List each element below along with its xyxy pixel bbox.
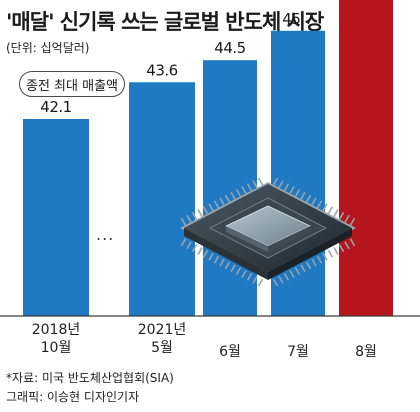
- bar-2: [129, 82, 195, 316]
- bar-1: [23, 119, 89, 316]
- chart-title: '매달' 신기록 쓰는 글로벌 반도체 시장: [6, 10, 324, 34]
- ellipsis-gap-marker: ...: [96, 225, 115, 244]
- cpu-chip-icon: [180, 177, 356, 287]
- source-note: *자료: 미국 반도체산업협회(SIA): [6, 371, 174, 385]
- x-tick-label-4: 7월: [287, 344, 309, 360]
- value-label-2: 43.6: [146, 61, 177, 79]
- previous-record-callout: 종전 최대 매출액: [19, 71, 125, 97]
- x-tick-label-3: 6월: [219, 344, 241, 360]
- value-label-1: 42.1: [40, 98, 71, 116]
- graphic-credit: 그래픽: 이승현 디자인기자: [6, 390, 140, 404]
- x-tick-label-2: 2021년 5월: [137, 322, 187, 356]
- value-label-4: 45.7: [282, 10, 313, 28]
- bar-5: [339, 0, 393, 317]
- unit-label: (단위: 십억달러): [6, 41, 90, 55]
- x-tick-label-5: 8월: [355, 344, 377, 360]
- x-tick-label-1: 2018년 10월: [31, 322, 81, 356]
- bar-3: [203, 60, 257, 317]
- value-label-3: 44.5: [214, 39, 245, 57]
